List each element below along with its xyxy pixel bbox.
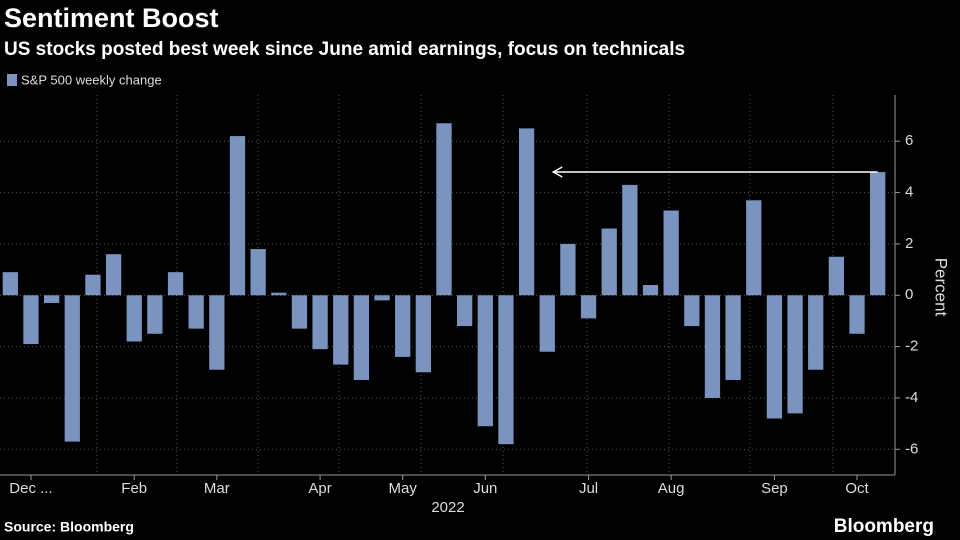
bar — [870, 172, 886, 296]
x-tick-label: Aug — [658, 480, 685, 497]
y-tick-label: 0 — [905, 286, 913, 303]
bar — [580, 295, 597, 319]
bar — [518, 128, 535, 296]
y-tick-label: 6 — [905, 132, 913, 149]
bar — [229, 136, 246, 296]
bar — [725, 295, 741, 380]
annotation-arrowhead — [551, 166, 563, 178]
bar — [601, 228, 617, 296]
bar — [271, 292, 287, 296]
bar — [2, 272, 18, 296]
chart-title: Sentiment Boost — [4, 3, 219, 33]
bar — [787, 295, 803, 414]
brand: Bloomberg — [834, 516, 934, 537]
bar — [250, 249, 266, 296]
bar — [209, 295, 225, 370]
y-tick-label: -4 — [905, 389, 918, 406]
source: Source: Bloomberg — [4, 519, 134, 535]
bar — [43, 295, 60, 303]
y-axis-label: Percent — [932, 258, 951, 317]
bar — [105, 254, 122, 296]
bar — [828, 256, 845, 296]
x-tick-label: Feb — [121, 480, 147, 497]
bar — [477, 295, 493, 427]
bar — [85, 274, 101, 296]
bar — [312, 295, 328, 350]
bar — [188, 295, 204, 329]
bar — [291, 295, 308, 329]
bar — [374, 295, 390, 301]
bar — [663, 210, 679, 296]
y-tick-label: 4 — [905, 184, 913, 201]
chart-subtitle: US stocks posted best week since June am… — [4, 39, 685, 60]
bar — [23, 295, 39, 345]
vertical-grid — [96, 95, 834, 475]
x-axis-label: 2022 — [431, 499, 464, 516]
bar — [395, 295, 411, 357]
bar — [684, 295, 700, 327]
bar — [147, 295, 163, 334]
y-tick-label: 2 — [905, 235, 913, 252]
legend-label: S&P 500 weekly change — [21, 72, 162, 87]
bar — [746, 200, 762, 296]
x-tick-label: Oct — [845, 480, 869, 497]
x-tick-label: Apr — [308, 480, 331, 497]
x-tick-label: Dec ... — [9, 480, 52, 497]
x-tick-label: Sep — [761, 480, 788, 497]
bar — [436, 123, 452, 296]
bar — [415, 295, 431, 373]
bar — [704, 295, 721, 398]
y-tick-label: -6 — [905, 440, 918, 457]
bar — [560, 243, 576, 296]
bar — [622, 184, 638, 296]
bar — [457, 295, 473, 327]
bar — [167, 272, 184, 296]
bar — [849, 295, 865, 334]
bar — [808, 295, 824, 370]
bar — [498, 295, 514, 445]
x-tick-label: May — [389, 480, 418, 497]
bar — [333, 295, 349, 365]
x-tick-label: Mar — [204, 480, 230, 497]
x-tick-label: Jun — [473, 480, 497, 497]
bar — [353, 295, 370, 380]
bar — [64, 295, 80, 442]
x-tick-label: Jul — [579, 480, 598, 497]
y-tick-label: -2 — [905, 338, 918, 355]
bar — [766, 295, 783, 419]
bar — [126, 295, 142, 342]
bar — [642, 285, 659, 296]
legend-swatch — [7, 74, 17, 86]
bar — [539, 295, 555, 352]
